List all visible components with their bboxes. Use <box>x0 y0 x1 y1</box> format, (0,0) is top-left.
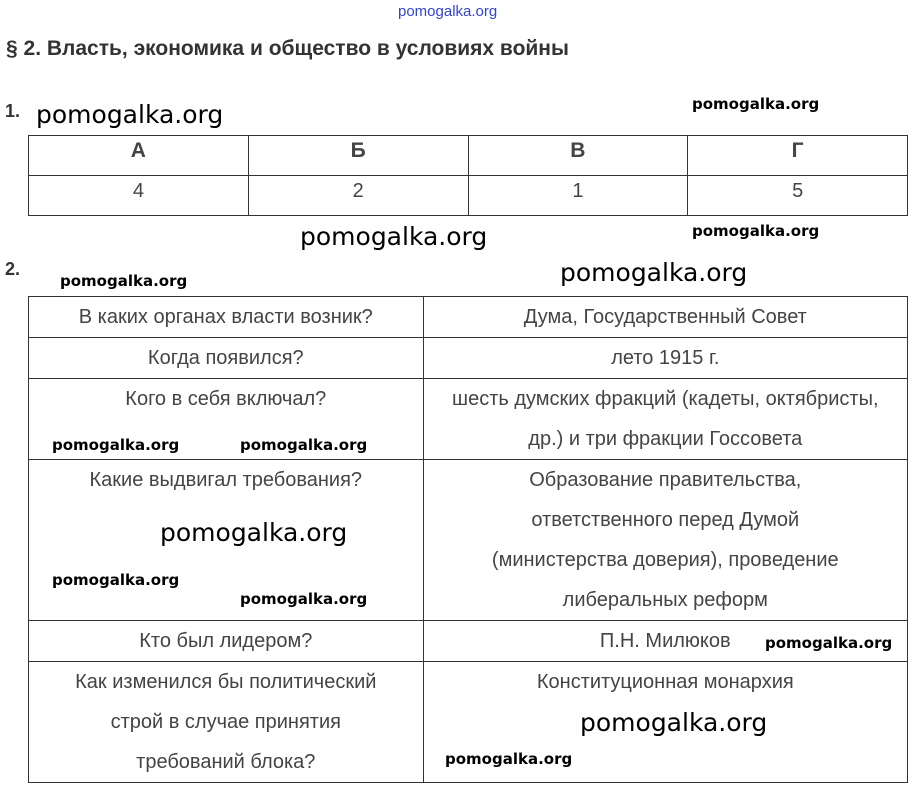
question-cell: В каких органах власти возник? <box>28 296 424 338</box>
table-row: Кого в себя включал? шесть думских фракц… <box>28 378 909 460</box>
watermark: pomogalka.org <box>300 222 488 251</box>
header-cell: Б <box>247 135 469 176</box>
value-cell: 2 <box>247 175 469 216</box>
table-row: Когда появился? лето 1915 г. <box>28 337 909 379</box>
value-cell: 5 <box>687 175 908 216</box>
task-2-number: 2. <box>5 259 21 279</box>
watermark: pomogalka.org <box>52 571 180 589</box>
value-cell: 4 <box>28 175 249 216</box>
question-cell: Какие выдвигал требования? <box>28 459 424 621</box>
watermark: pomogalka.org <box>765 634 893 652</box>
task-1-number: 1. <box>5 101 21 121</box>
watermark: pomogalka.org <box>240 590 368 608</box>
watermark: pomogalka.org <box>60 272 188 290</box>
answer-cell: Дума, Государственный Совет <box>422 296 909 338</box>
question-cell: Когда появился? <box>28 337 424 379</box>
site-watermark-header: pomogalka.org <box>398 3 498 20</box>
table-row: 4 2 1 5 <box>28 175 908 216</box>
watermark: pomogalka.org <box>560 258 748 287</box>
answer-cell: П.Н. Милюков <box>422 620 909 662</box>
table-row: Какие выдвигал требования? Образование п… <box>28 459 909 621</box>
answer-cell: шесть думских фракций (кадеты, октябрист… <box>422 378 909 460</box>
watermark: pomogalka.org <box>580 708 768 737</box>
watermark: pomogalka.org <box>240 436 368 454</box>
header-cell: Г <box>687 135 908 176</box>
watermark: pomogalka.org <box>692 95 820 113</box>
watermark: pomogalka.org <box>445 750 573 768</box>
watermark: pomogalka.org <box>36 100 224 129</box>
table-row: Как изменился бы политический строй в сл… <box>28 661 909 783</box>
table-row: В каких органах власти возник? Дума, Гос… <box>28 296 909 338</box>
value-cell: 1 <box>467 175 689 216</box>
header-cell: В <box>467 135 689 176</box>
table-row: Кто был лидером? П.Н. Милюков <box>28 620 909 662</box>
answer-cell: Конституционная монархия <box>422 661 909 783</box>
watermark: pomogalka.org <box>52 436 180 454</box>
answer-cell: лето 1915 г. <box>422 337 909 379</box>
question-cell: Как изменился бы политический строй в сл… <box>28 661 424 783</box>
answer-cell: Образование правительства, ответственног… <box>422 459 909 621</box>
question-cell: Кто был лидером? <box>28 620 424 662</box>
watermark: pomogalka.org <box>160 518 348 547</box>
table-header-row: А Б В Г <box>28 135 908 176</box>
watermark: pomogalka.org <box>692 222 820 240</box>
task-2-table: В каких органах власти возник? Дума, Гос… <box>28 296 909 783</box>
question-cell: Кого в себя включал? <box>28 378 424 460</box>
header-cell: А <box>28 135 249 176</box>
page-title: § 2. Власть, экономика и общество в усло… <box>6 37 569 60</box>
task-1-table: А Б В Г 4 2 1 5 <box>28 135 908 216</box>
